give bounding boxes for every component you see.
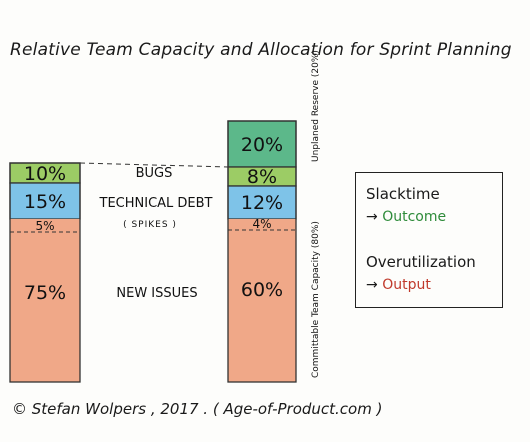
label-bugs: BUGS: [136, 166, 173, 181]
arrow-right-icon: →: [366, 277, 378, 293]
right-segment-reserve: [227, 120, 297, 168]
right-bar-outline: [227, 120, 297, 383]
legend-outcome-row: → Outcome: [366, 209, 446, 225]
right-pct-spikes: 4%: [252, 217, 271, 231]
legend-slacktime: Slacktime: [366, 185, 440, 203]
label-spikes: ( SPIKES ): [123, 220, 177, 230]
page-title: Relative Team Capacity and Allocation fo…: [10, 40, 512, 60]
right-pct-reserve: 20%: [241, 134, 283, 156]
right-pct-tech-debt: 12%: [241, 192, 283, 214]
legend-outcome: Outcome: [382, 209, 447, 225]
legend-output-row: → Output: [366, 277, 431, 293]
left-pct-tech-debt: 15%: [24, 191, 66, 213]
right-pct-bugs: 8%: [247, 166, 277, 188]
right-segment-spikes: [228, 219, 296, 230]
left-pct-bugs: 10%: [24, 163, 66, 185]
reserve-connector-line: [79, 162, 229, 168]
left-segment-tech-debt: [9, 182, 81, 220]
left-bar: 10% 15% 5% 75%: [9, 162, 81, 383]
label-unplanned-reserve: Unplaned Reserve (20%): [311, 50, 321, 162]
left-segment-new-issues: [10, 232, 80, 382]
right-pct-new-issues: 60%: [241, 279, 283, 301]
legend-box: Slacktime → Outcome Overutilization → Ou…: [355, 172, 503, 308]
label-committable-capacity: Committable Team Capacity (80%): [311, 221, 321, 378]
left-segment-spikes: [10, 219, 80, 232]
left-bar-outline: [9, 162, 81, 383]
legend-overutilization: Overutilization: [366, 253, 476, 271]
left-pct-spikes: 5%: [35, 219, 54, 233]
footer-credit: © Stefan Wolpers , 2017 . ( Age-of-Produ…: [12, 400, 383, 418]
left-pct-new-issues: 75%: [24, 282, 66, 304]
right-bar: 20% 8% 12% 4% 60%: [227, 120, 297, 383]
label-technical-debt: TECHNICAL DEBT: [99, 196, 213, 211]
label-new-issues: NEW ISSUES: [116, 286, 197, 301]
legend-output: Output: [382, 277, 431, 293]
arrow-right-icon: →: [366, 209, 378, 225]
right-segment-new-issues: [228, 230, 296, 382]
